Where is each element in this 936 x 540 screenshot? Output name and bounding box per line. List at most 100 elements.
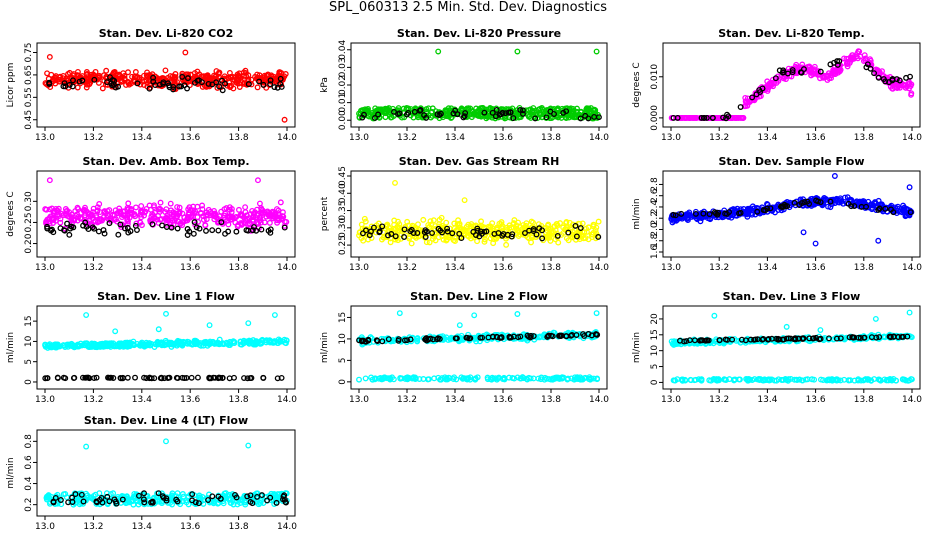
x-tick-label: 13.0 (35, 522, 55, 532)
x-tick-label: 13.8 (854, 263, 874, 273)
data-point (683, 114, 690, 121)
data-point (676, 114, 683, 121)
data-point (566, 219, 573, 226)
data-point (163, 224, 170, 230)
x-tick-label: 13.4 (757, 395, 777, 405)
data-point (539, 227, 546, 234)
data-point (415, 233, 422, 240)
data-point (151, 204, 157, 211)
data-point (391, 217, 398, 224)
y-tick-label: 2.4 (650, 200, 660, 215)
data-point (547, 108, 554, 115)
y-tick-label: 1.8 (650, 233, 660, 248)
data-point (903, 74, 910, 81)
data-point (456, 322, 463, 329)
data-point (281, 116, 288, 123)
y-tick-label: 0.45 (24, 110, 34, 130)
data-point (724, 111, 730, 118)
data-point (863, 203, 870, 210)
data-point (77, 340, 84, 347)
y-tick-label: 0 (650, 379, 660, 385)
data-point (43, 220, 50, 227)
data-point (233, 228, 240, 235)
data-point (533, 231, 540, 238)
data-point (670, 114, 677, 121)
data-point (514, 107, 521, 114)
data-point (179, 340, 186, 347)
data-point (196, 341, 203, 348)
data-point (528, 234, 535, 240)
data-point (439, 229, 446, 236)
data-point (368, 228, 374, 235)
data-point (551, 223, 558, 230)
data-point (132, 374, 138, 381)
data-point (385, 232, 391, 239)
data-point (767, 205, 774, 212)
data-point (235, 77, 242, 84)
plot-frame (662, 170, 921, 258)
data-point (875, 237, 882, 244)
panel-title: Stan. Dev. Gas Stream RH (399, 155, 560, 168)
data-point (122, 339, 129, 346)
data-point (844, 58, 851, 65)
data-point (117, 342, 124, 349)
data-point (481, 236, 488, 243)
x-tick-label: 13.0 (349, 263, 369, 273)
x-tick-label: 14.0 (589, 133, 609, 143)
data-point (158, 375, 165, 382)
data-point (167, 200, 174, 207)
data-point (362, 227, 369, 234)
data-point (434, 111, 441, 118)
data-point (356, 229, 363, 236)
data-point (764, 205, 771, 212)
data-point (547, 237, 554, 244)
data-point (276, 69, 283, 76)
data-point (387, 114, 394, 121)
data-point (476, 106, 483, 113)
data-point (49, 205, 55, 212)
data-point (548, 230, 555, 237)
x-tick-label: 13.4 (132, 263, 152, 273)
x-tick-label: 13.0 (661, 133, 681, 143)
data-point (66, 231, 73, 238)
data-point (401, 226, 408, 233)
data-point (179, 73, 186, 80)
data-point (170, 211, 177, 218)
data-point (745, 206, 751, 213)
data-point (772, 75, 779, 82)
data-point (396, 310, 403, 317)
data-point (205, 80, 212, 87)
data-point (187, 207, 194, 214)
data-point (906, 309, 913, 316)
data-point (200, 216, 207, 223)
data-point (252, 341, 259, 348)
x-tick-label: 13.2 (709, 133, 729, 143)
data-point (403, 111, 410, 118)
data-point (595, 234, 602, 240)
y-tick-label: 5 (24, 359, 34, 365)
data-point (249, 207, 256, 214)
data-point (847, 54, 854, 61)
data-point (281, 224, 288, 231)
data-point (572, 222, 579, 229)
data-point (798, 200, 805, 207)
data-point (522, 232, 529, 239)
data-point (489, 109, 496, 116)
data-point (487, 235, 494, 242)
y-axis-label: degrees C (6, 191, 16, 236)
data-point (263, 337, 270, 344)
data-point (225, 228, 232, 235)
data-point (117, 375, 124, 381)
y-tick-label: 0.4 (24, 476, 34, 491)
data-point (709, 114, 716, 121)
data-point (125, 200, 132, 207)
y-tick-label: 5 (650, 364, 660, 370)
data-point (788, 200, 795, 207)
data-point (851, 203, 858, 209)
data-point (426, 239, 433, 246)
data-point (44, 225, 51, 232)
data-point (119, 374, 126, 381)
